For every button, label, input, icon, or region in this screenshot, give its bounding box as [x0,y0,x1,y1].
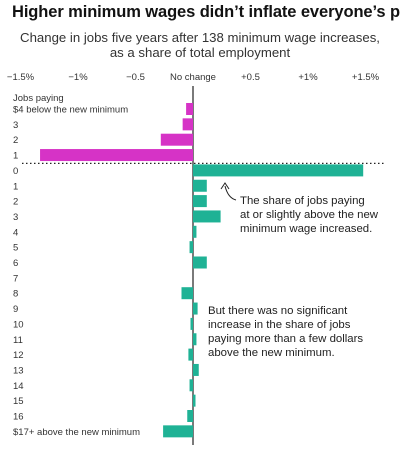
bar [193,394,196,407]
bar [190,317,193,330]
bar [40,149,193,162]
category-label: 4 [13,227,18,238]
category-label: 3 [13,212,18,223]
x-tick-label: −0.5 [126,72,145,83]
bar [193,179,207,192]
bar [193,195,207,208]
category-label: 14 [13,381,24,392]
x-tick-label: −1% [68,72,88,83]
category-label: $4 below the new minimum [13,105,128,116]
bar [186,103,193,115]
x-tick-label: −1.5% [7,72,35,83]
x-tick-label: +1.5% [352,72,380,83]
bar [163,425,193,438]
subtitle-line: as a share of total employment [109,45,291,60]
annotation-line: above the new minimum. [208,347,335,359]
category-label: $17+ above the new minimum [13,427,140,438]
category-label: 1 [13,181,18,192]
category-label: 0 [13,166,18,177]
category-label: 15 [13,396,24,407]
category-label: 12 [13,350,24,361]
category-label: 8 [13,289,18,300]
bar [188,348,193,361]
annotation-line: increase in the share of jobs [208,319,351,331]
bar [187,410,193,422]
category-label: 11 [13,335,23,346]
category-label: 6 [13,258,18,269]
chart-title: Higher minimum wages didn’t inflate ever… [12,3,400,21]
annotation-line: paying more than a few dollars [208,333,363,345]
bar [193,225,197,238]
category-label: 13 [13,365,24,376]
x-tick-label: +0.5 [241,72,260,83]
bar [189,241,193,254]
x-tick-label: +1% [298,72,318,83]
annotation-arrowhead [220,182,230,190]
annotation-line: minimum wage increased. [240,223,372,235]
category-label: 7 [13,273,18,284]
category-label: 16 [13,412,24,423]
bar [193,302,198,315]
category-label: 5 [13,243,18,254]
category-label: 3 [13,120,18,131]
annotation-arrow [224,185,237,201]
bar [193,164,364,177]
category-label: 2 [13,135,18,146]
bar [181,287,193,300]
category-label: 9 [13,304,18,315]
bar [193,210,221,223]
bar [193,333,197,346]
bar [160,133,193,146]
category-label: 10 [13,319,24,330]
annotation-line: at or slightly above the new [240,209,379,221]
category-label: 1 [13,151,18,162]
chart-subtitle: Change in jobs five years after 138 mini… [0,30,400,60]
annotation-line: The share of jobs paying [240,195,365,207]
bar [182,118,193,131]
category-header: Jobs paying [13,93,64,104]
category-label: 2 [13,197,18,208]
bar [193,363,199,376]
annotation-line: But there was no significant [208,305,348,317]
x-tick-label: No change [170,72,216,83]
bar [193,256,207,269]
subtitle-line: Change in jobs five years after 138 mini… [20,30,380,45]
bar [189,379,193,392]
